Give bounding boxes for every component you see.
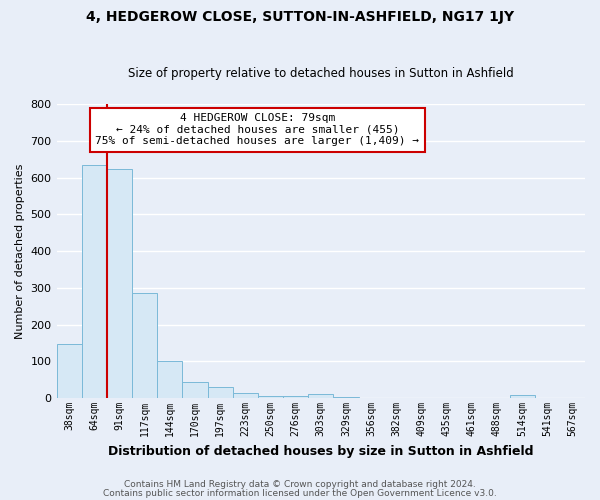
Bar [509,395,535,398]
Bar [82,165,107,398]
Title: Size of property relative to detached houses in Sutton in Ashfield: Size of property relative to detached ho… [128,66,514,80]
Bar [157,362,182,398]
Bar [283,396,308,398]
Bar [258,396,283,398]
Bar [56,344,82,398]
Bar [208,387,233,398]
Text: Contains public sector information licensed under the Open Government Licence v3: Contains public sector information licen… [103,489,497,498]
Text: Contains HM Land Registry data © Crown copyright and database right 2024.: Contains HM Land Registry data © Crown c… [124,480,476,489]
X-axis label: Distribution of detached houses by size in Sutton in Ashfield: Distribution of detached houses by size … [108,444,533,458]
Bar [107,168,132,398]
Text: 4, HEDGEROW CLOSE, SUTTON-IN-ASHFIELD, NG17 1JY: 4, HEDGEROW CLOSE, SUTTON-IN-ASHFIELD, N… [86,10,514,24]
Bar [233,392,258,398]
Bar [132,294,157,398]
Bar [334,397,359,398]
Bar [308,394,334,398]
Y-axis label: Number of detached properties: Number of detached properties [15,164,25,339]
Text: 4 HEDGEROW CLOSE: 79sqm
← 24% of detached houses are smaller (455)
75% of semi-d: 4 HEDGEROW CLOSE: 79sqm ← 24% of detache… [95,113,419,146]
Bar [182,382,208,398]
